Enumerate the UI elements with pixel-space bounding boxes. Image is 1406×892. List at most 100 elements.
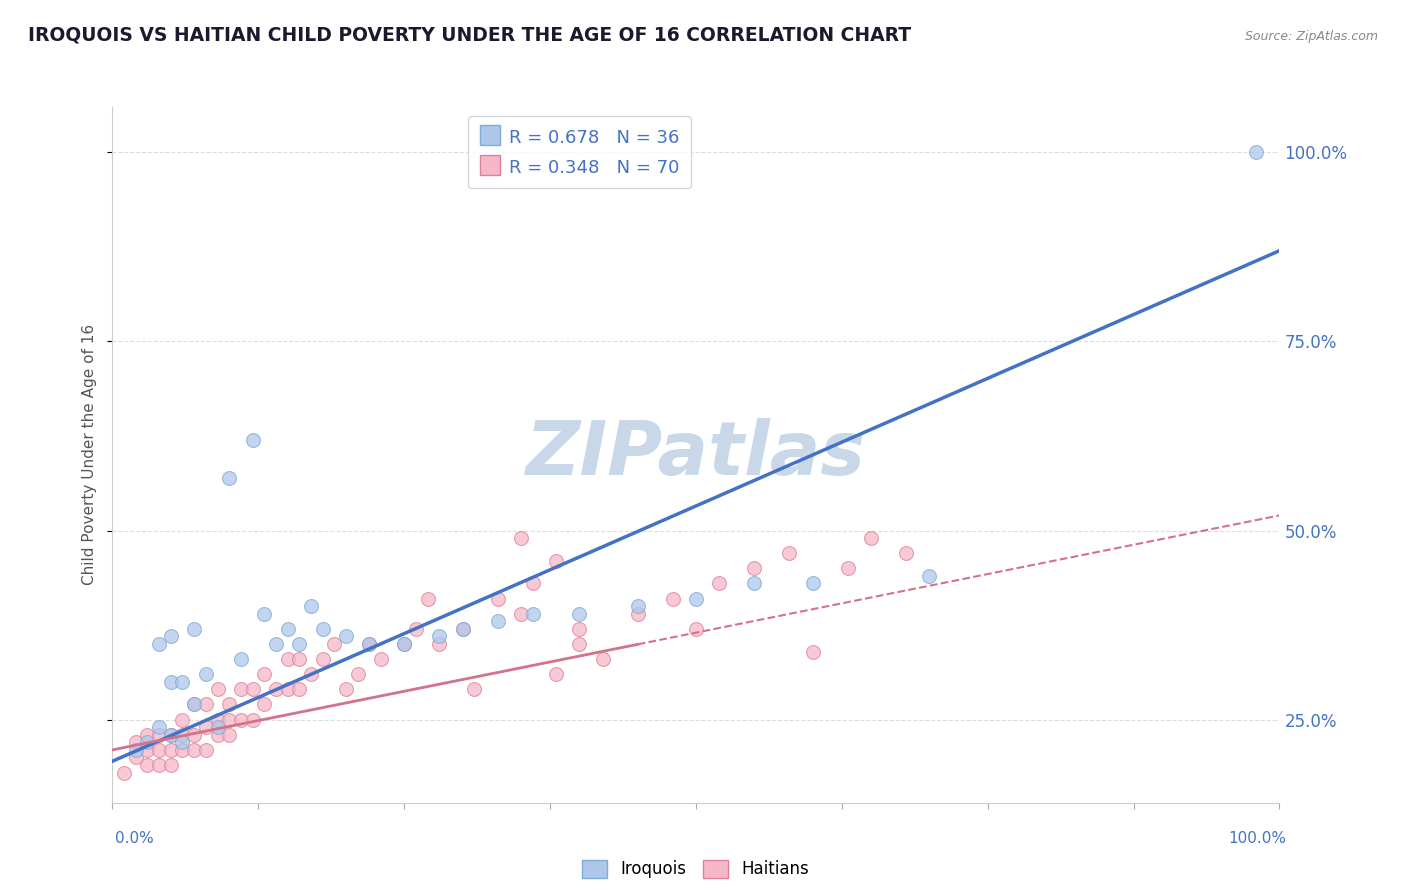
Point <box>335 629 357 643</box>
Point <box>253 607 276 621</box>
Point <box>592 652 614 666</box>
Text: Source: ZipAtlas.com: Source: ZipAtlas.com <box>1244 30 1378 43</box>
Point <box>183 698 205 712</box>
Point <box>311 652 333 666</box>
Point <box>218 698 240 712</box>
Point <box>242 682 264 697</box>
Point <box>218 713 240 727</box>
Point <box>568 637 591 651</box>
Point <box>522 576 544 591</box>
Point <box>112 765 135 780</box>
Point <box>183 698 205 712</box>
Text: 100.0%: 100.0% <box>1229 831 1286 846</box>
Point <box>568 622 591 636</box>
Point <box>207 728 229 742</box>
Point <box>288 682 311 697</box>
Point <box>194 720 217 734</box>
Point <box>172 735 194 749</box>
Point <box>335 682 357 697</box>
Point <box>125 743 148 757</box>
Point <box>148 637 170 651</box>
Text: IROQUOIS VS HAITIAN CHILD POVERTY UNDER THE AGE OF 16 CORRELATION CHART: IROQUOIS VS HAITIAN CHILD POVERTY UNDER … <box>28 25 911 44</box>
Point <box>568 607 591 621</box>
Point <box>125 735 148 749</box>
Point <box>359 637 381 651</box>
Point <box>486 615 509 629</box>
Point <box>288 652 311 666</box>
Point <box>160 674 183 689</box>
Point <box>136 743 159 757</box>
Point <box>685 622 707 636</box>
Point <box>894 546 917 560</box>
Point <box>160 728 183 742</box>
Point <box>486 591 509 606</box>
Point <box>405 622 427 636</box>
Point <box>709 576 731 591</box>
Point <box>253 667 276 681</box>
Point <box>207 713 229 727</box>
Point <box>264 637 287 651</box>
Point <box>427 629 450 643</box>
Point <box>183 743 205 757</box>
Point <box>859 531 883 545</box>
Point <box>627 607 650 621</box>
Point <box>160 629 183 643</box>
Point <box>837 561 859 575</box>
Point <box>172 674 194 689</box>
Point <box>229 652 252 666</box>
Point <box>207 720 229 734</box>
Point <box>299 599 322 614</box>
Point <box>918 569 941 583</box>
Point <box>778 546 800 560</box>
Point <box>544 667 567 681</box>
Point <box>509 607 531 621</box>
Point <box>264 682 287 697</box>
Point <box>183 728 205 742</box>
Text: ZIPatlas: ZIPatlas <box>526 418 866 491</box>
Point <box>148 728 170 742</box>
Point <box>392 637 416 651</box>
Point <box>136 735 159 749</box>
Point <box>416 591 439 606</box>
Text: 0.0%: 0.0% <box>115 831 155 846</box>
Point <box>288 637 311 651</box>
Point <box>183 622 205 636</box>
Point <box>136 728 159 742</box>
Point <box>242 713 264 727</box>
Point <box>370 652 392 666</box>
Point <box>359 637 381 651</box>
Point <box>451 622 474 636</box>
Point <box>544 554 567 568</box>
Point <box>627 599 650 614</box>
Point <box>160 758 183 772</box>
Point <box>194 667 217 681</box>
Point <box>801 644 824 658</box>
Point <box>148 720 170 734</box>
Point <box>742 576 765 591</box>
Point <box>172 713 194 727</box>
Point <box>742 561 765 575</box>
Point <box>160 728 183 742</box>
Point <box>1244 145 1267 160</box>
Point <box>207 682 229 697</box>
Point <box>218 728 240 742</box>
Point <box>194 698 217 712</box>
Point <box>253 698 276 712</box>
Point <box>229 713 252 727</box>
Point <box>311 622 333 636</box>
Point <box>160 743 183 757</box>
Point <box>509 531 531 545</box>
Point <box>451 622 474 636</box>
Point <box>229 682 252 697</box>
Point <box>661 591 683 606</box>
Legend: Iroquois, Haitians: Iroquois, Haitians <box>576 853 815 885</box>
Point <box>125 750 148 764</box>
Point <box>218 470 240 484</box>
Point <box>136 758 159 772</box>
Point <box>801 576 824 591</box>
Point <box>148 758 170 772</box>
Point <box>276 682 298 697</box>
Point <box>392 637 416 651</box>
Point <box>299 667 322 681</box>
Point <box>276 652 298 666</box>
